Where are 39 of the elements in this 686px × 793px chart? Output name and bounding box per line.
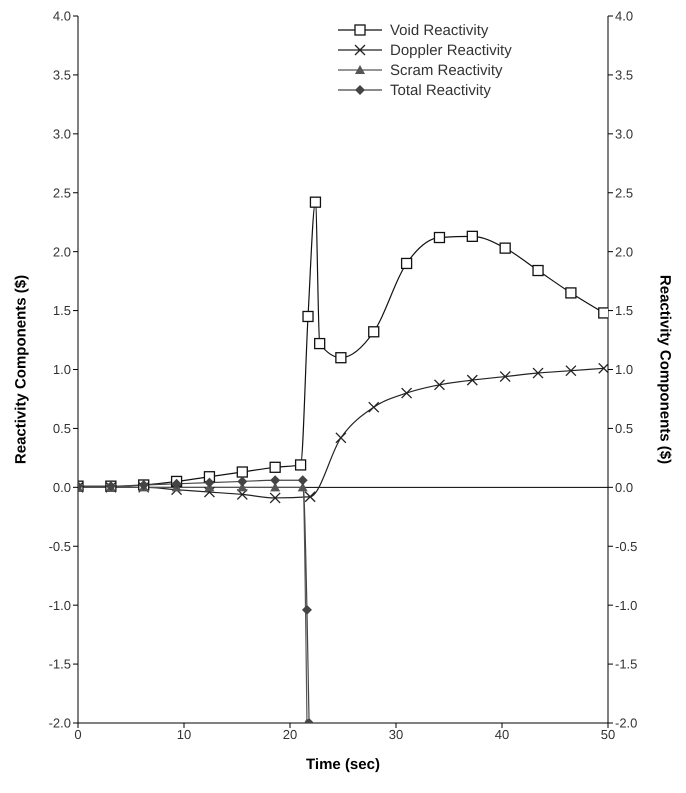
y-tick-label: 2.5	[52, 185, 71, 200]
y2-tick-label: -0.5	[615, 538, 638, 554]
y2-tick-label: 2.0	[615, 244, 634, 260]
y-tick-label: -1.5	[48, 656, 71, 672]
y2-tick-label: 2.5	[615, 185, 634, 200]
y-tick-label: -2.0	[48, 716, 71, 731]
y2-tick-label: 3.5	[615, 68, 634, 83]
legend-label: Scram Reactivity	[390, 62, 503, 78]
y2-tick-label: -1.0	[615, 598, 638, 613]
y2-tick-label: -1.5	[615, 656, 638, 672]
y-tick-label: -0.5	[48, 538, 71, 554]
y-axis-title: Reactivity Components ($)	[12, 274, 30, 464]
y-tick-label: 2.0	[52, 244, 71, 260]
x-tick-label: 10	[176, 727, 192, 742]
x-tick-label: 40	[494, 727, 510, 742]
y2-tick-label: 3.0	[615, 126, 634, 142]
legend-label: Doppler Reactivity	[390, 42, 512, 58]
y-tick-label: 3.0	[52, 126, 71, 142]
y-tick-label: 0.5	[52, 421, 71, 436]
y2-tick-label: 1.0	[615, 362, 634, 378]
legend-label: Total Reactivity	[390, 82, 491, 98]
y-tick-label: -1.0	[48, 598, 71, 613]
legend-label: Void Reactivity	[390, 22, 488, 38]
y2-axis-title: Reactivity Components ($)	[656, 274, 674, 464]
x-axis-title: Time (sec)	[306, 756, 380, 773]
y2-tick-label: 1.5	[615, 303, 634, 318]
y-tick-label: 0.0	[52, 480, 71, 495]
y2-tick-label: 0.0	[615, 480, 634, 495]
x-tick-label: 50	[600, 727, 616, 742]
y-tick-label: 1.5	[52, 303, 71, 318]
y2-tick-label: 0.5	[615, 421, 634, 436]
x-tick-label: 20	[282, 727, 298, 742]
x-tick-label: 0	[74, 727, 82, 742]
y-tick-label: 1.0	[52, 362, 71, 378]
y-tick-label: 3.5	[52, 68, 71, 83]
y2-tick-label: 4.0	[615, 8, 634, 24]
y-tick-label: 4.0	[52, 8, 71, 24]
y2-tick-label: -2.0	[615, 716, 638, 731]
x-tick-label: 30	[388, 727, 404, 742]
